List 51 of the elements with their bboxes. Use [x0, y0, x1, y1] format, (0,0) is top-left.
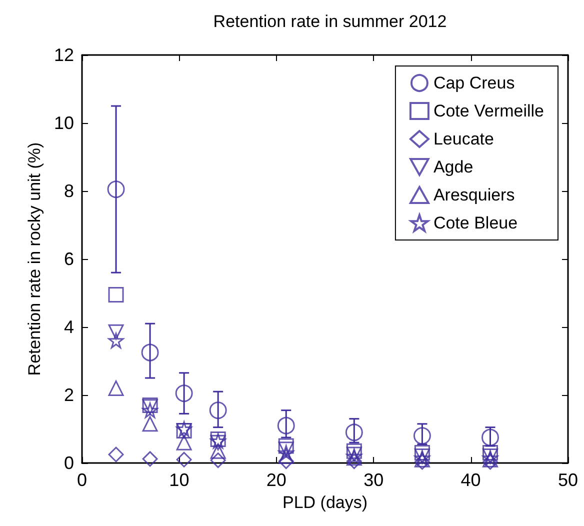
- point: [142, 402, 158, 418]
- point: [108, 446, 124, 462]
- point: [346, 454, 362, 470]
- x-tick-label: 10: [169, 470, 190, 490]
- point: [482, 428, 499, 446]
- point: [176, 452, 192, 468]
- point: [108, 324, 124, 340]
- point: [414, 445, 430, 461]
- point: [278, 445, 294, 461]
- point: [108, 332, 124, 348]
- y-axis-title: Retention rate in rocky unit (%): [25, 142, 44, 376]
- y-tick-label: 10: [54, 113, 74, 133]
- point: [108, 380, 124, 396]
- point: [176, 434, 192, 450]
- point: [142, 416, 158, 432]
- legend-label: Agde: [433, 158, 474, 176]
- point: [278, 438, 294, 454]
- y-tick-label: 6: [64, 249, 74, 269]
- point: [278, 442, 294, 458]
- point: [107, 180, 125, 198]
- point: [413, 427, 431, 445]
- legend-label: Aresquiers: [433, 186, 515, 204]
- x-tick-label: 20: [266, 470, 286, 490]
- point: [277, 416, 295, 434]
- x-tick-label: 0: [76, 470, 88, 490]
- point: [108, 286, 124, 302]
- x-tick-label: 50: [558, 470, 578, 490]
- point: [278, 448, 294, 464]
- x-tick-label: 30: [364, 470, 384, 490]
- legend-label: Cote Bleue: [433, 214, 518, 232]
- legend-label: Leucate: [433, 130, 494, 148]
- point: [345, 424, 363, 442]
- point: [175, 384, 193, 402]
- point: [210, 443, 226, 459]
- point: [346, 443, 362, 459]
- legend-label: Cap Creus: [433, 74, 515, 92]
- point: [482, 445, 498, 461]
- point: [209, 402, 227, 420]
- y-tick-label: 2: [64, 385, 74, 405]
- y-tick-label: 12: [54, 45, 74, 65]
- x-tick-label: 40: [460, 470, 481, 490]
- legend-label: Cote Vermeille: [433, 102, 544, 120]
- x-axis-title: PLD (days): [282, 492, 368, 512]
- y-tick-label: 0: [64, 453, 74, 473]
- point: [142, 451, 158, 467]
- point: [141, 344, 159, 362]
- chart-title: Retention rate in summer 2012: [213, 12, 447, 31]
- point: [210, 452, 226, 468]
- y-tick-label: 4: [64, 317, 74, 337]
- y-tick-label: 8: [64, 181, 74, 201]
- point: [278, 454, 294, 470]
